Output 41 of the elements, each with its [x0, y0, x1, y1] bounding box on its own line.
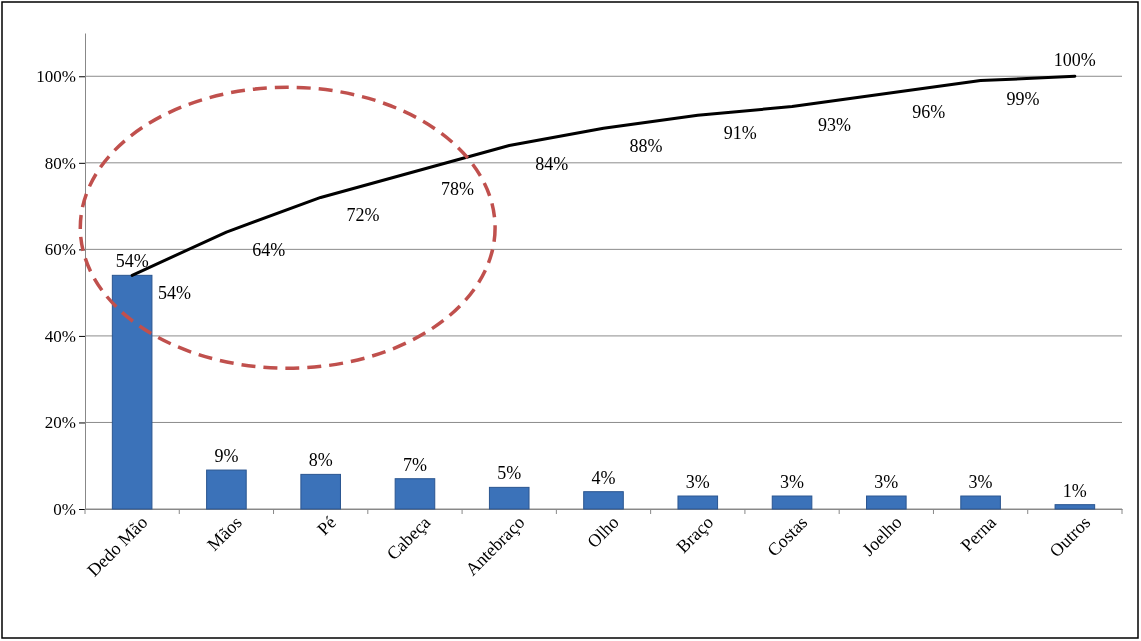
bar: [394, 478, 436, 510]
data-label: 9%: [214, 446, 239, 467]
data-label: 8%: [308, 450, 333, 471]
data-label: 99%: [1006, 88, 1040, 109]
bar: [583, 491, 624, 510]
bar: [111, 274, 153, 510]
data-label: 3%: [874, 472, 899, 493]
y-tick-label: 60%: [44, 240, 76, 260]
x-tick-label: Olho: [583, 512, 623, 552]
data-label: 84%: [535, 153, 569, 174]
data-label: 100%: [1053, 50, 1096, 71]
bar: [960, 495, 1001, 510]
bar: [1054, 504, 1096, 510]
data-label: 88%: [629, 136, 663, 157]
data-label: 91%: [723, 123, 757, 144]
y-tick-label: 80%: [44, 153, 76, 173]
data-label: 3%: [968, 472, 993, 493]
data-label: 4%: [591, 467, 616, 488]
data-label: 78%: [440, 179, 474, 200]
data-label: 54%: [115, 251, 149, 272]
y-tick-label: 100%: [36, 67, 76, 87]
bar: [771, 495, 813, 510]
data-label: 64%: [252, 240, 286, 261]
data-label: 1%: [1062, 480, 1087, 501]
bar: [488, 486, 530, 510]
data-label: 96%: [912, 101, 946, 122]
data-label: 93%: [817, 114, 851, 135]
bar: [677, 495, 719, 510]
x-tick-label: Pé: [313, 512, 340, 540]
data-label: 3%: [685, 472, 710, 493]
bar: [206, 469, 247, 510]
data-label: 54%: [158, 283, 192, 304]
bar: [866, 495, 907, 510]
y-tick-label: 40%: [44, 326, 76, 346]
data-label: 72%: [346, 205, 380, 226]
data-label: 7%: [402, 454, 427, 475]
y-tick-label: 20%: [44, 413, 76, 433]
y-tick-label: 0%: [53, 499, 76, 519]
data-label: 3%: [780, 472, 805, 493]
data-label: 5%: [497, 463, 522, 484]
bar: [300, 473, 341, 510]
